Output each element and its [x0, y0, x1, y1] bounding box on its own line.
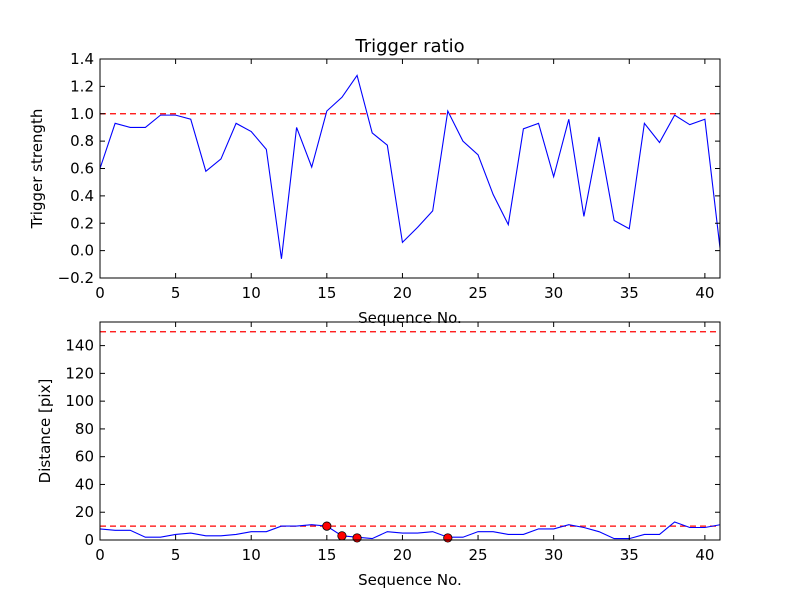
data-point-marker [322, 521, 332, 531]
x-tick-label: 0 [95, 284, 105, 302]
x-tick-label: 5 [171, 546, 181, 564]
y-tick-label: 1.4 [70, 50, 94, 68]
y-tick-label: 0.6 [70, 160, 94, 178]
x-tick-label: 10 [242, 284, 261, 302]
x-tick-label: 25 [469, 546, 488, 564]
x-tick-label: 5 [171, 284, 181, 302]
x-tick-label: 35 [620, 546, 639, 564]
x-tick-label: 40 [695, 284, 714, 302]
x-tick-label: 20 [393, 546, 412, 564]
x-tick-label: 0 [95, 546, 105, 564]
y-tick-label: −0.2 [58, 269, 94, 287]
y-axis-title: Distance [pix] [36, 379, 54, 484]
chart-title: Trigger ratio [354, 36, 464, 57]
x-tick-label: 40 [695, 546, 714, 564]
x-tick-label: 15 [317, 284, 336, 302]
y-tick-label: 100 [65, 392, 94, 410]
data-point-marker [337, 531, 347, 541]
x-tick-label: 15 [317, 546, 336, 564]
axes-frame [99, 321, 721, 541]
x-tick-label: 30 [544, 284, 563, 302]
y-tick-label: 0 [84, 531, 94, 549]
series-line [99, 521, 721, 540]
data-point-marker [352, 533, 362, 543]
distance-plot: 0 5 10 15 20 25 30 35 40 0 20 40 60 80 100 120 140 Sequen… [36, 321, 721, 589]
x-tick-label: 10 [242, 546, 261, 564]
y-tick-label: 40 [75, 475, 94, 493]
x-tick-label: 30 [544, 546, 563, 564]
y-tick-label: 1.0 [70, 105, 94, 123]
x-axis-title: Sequence No. [358, 309, 462, 327]
series-line [99, 74, 721, 259]
data-point-marker [443, 533, 453, 543]
trigger-ratio-plot: 0 5 10 15 20 25 30 35 40 −0.2 0.0 0.2 0.4 0.6 0.8 1.0 1.… [28, 36, 721, 327]
y-tick-label: 0.2 [70, 214, 94, 232]
y-tick-label: 60 [75, 448, 94, 466]
x-tick-label: 20 [393, 284, 412, 302]
x-tick-label: 35 [620, 284, 639, 302]
x-tick-label: 25 [469, 284, 488, 302]
x-axis-title: Sequence No. [358, 571, 462, 589]
y-tick-label: 0.8 [70, 132, 94, 150]
y-tick-label: 1.2 [70, 77, 94, 95]
y-tick-label: 80 [75, 420, 94, 438]
y-tick-label: 0.4 [70, 187, 94, 205]
y-tick-label: 20 [75, 503, 94, 521]
y-tick-label: 120 [65, 364, 94, 382]
y-tick-label: 140 [65, 337, 94, 355]
y-axis-title: Trigger strength [28, 109, 46, 230]
y-tick-label: 0.0 [70, 242, 94, 260]
